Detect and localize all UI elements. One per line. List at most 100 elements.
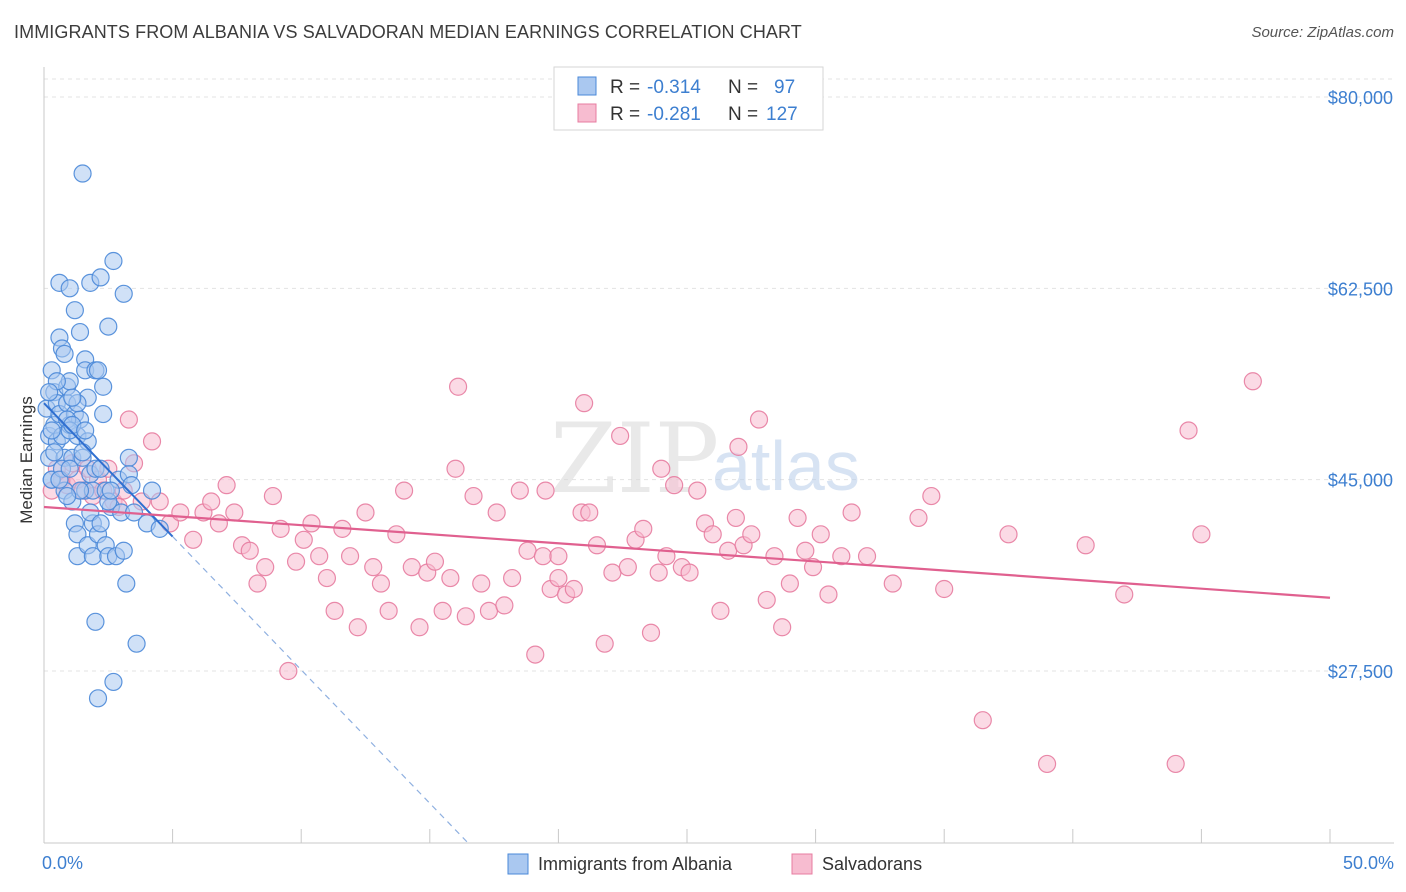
salvadorans-point [202,492,221,511]
salvadorans-point [726,508,745,528]
source-label: Source: ZipAtlas.com [1251,24,1394,41]
legend-n-value-1: 97 [774,77,795,98]
salvadorans-point [472,574,491,593]
salvadorans-point [909,508,928,528]
albania-point [73,164,92,183]
chart-title: IMMIGRANTS FROM ALBANIA VS SALVADORAN ME… [14,22,802,42]
albania-point [88,361,108,380]
salvadorans-point [119,410,138,429]
salvadorans-point [773,618,792,637]
salvadorans-point [325,601,344,620]
salvadorans-point [1076,536,1095,555]
salvadorans-point [518,541,537,560]
salvadorans-point [580,503,599,522]
y-tick-label: $80,000 [1328,88,1393,108]
albania-point [104,672,123,692]
salvadorans-point [433,601,452,620]
salvadorans-point [487,503,506,522]
salvadorans-point [641,623,661,642]
salvadorans-point [209,514,228,533]
salvadorans-point [464,486,483,506]
y-tick-label: $27,500 [1328,662,1393,682]
albania-point [91,459,110,478]
salvadorans-point [603,563,622,582]
salvadorans-trend-line [43,505,1331,599]
salvadorans-point [935,579,954,599]
salvadorans-point [780,574,799,593]
y-axis-label: Median Earnings [17,396,36,524]
salvadorans-point [649,563,668,582]
albania-point [76,421,95,440]
albania-point [40,383,59,402]
albania-point [63,388,82,407]
bottom-legend: Immigrants from Albania Salvadorans [507,853,922,875]
albania-point [122,476,141,495]
salvadorans-point [310,547,329,566]
salvadorans-point [1166,754,1185,774]
salvadorans-point [248,574,267,593]
albania-point [127,634,146,653]
albania-point [70,322,90,342]
salvadorans-point [387,525,406,544]
salvadorans-point [448,377,468,396]
salvadorans-point [402,558,421,577]
salvadorans-point [803,558,823,577]
salvadorans-point [171,503,190,522]
salvadorans-point [526,645,545,664]
salvadorans-point [510,481,529,500]
salvadorans-point [922,486,941,506]
salvadorans-point [796,541,815,560]
salvadorans-point [217,476,236,495]
salvadorans-point [611,426,630,446]
salvadorans-point [184,530,203,549]
y-tick-labels: $27,500 $45,000 $62,500 $80,000 [1328,88,1393,682]
albania-points [37,164,169,708]
salvadorans-point [618,558,637,577]
albania-point [91,268,110,287]
bottom-legend-swatch-salvadorans [791,853,813,875]
salvadorans-point [973,711,992,730]
albania-point [45,443,64,462]
salvadorans-point [549,568,568,588]
salvadorans-point [680,563,699,582]
salvadorans-point [665,476,684,495]
salvadorans-point [356,503,375,522]
salvadorans-point [999,525,1018,544]
salvadorans-point [1243,372,1262,391]
albania-point [94,377,113,396]
albania-point [73,443,92,462]
salvadorans-point [371,574,391,593]
salvadorans-point [294,530,313,549]
legend-r-label-2: R = [610,104,640,125]
salvadorans-point [533,547,553,566]
albania-point [114,541,133,560]
salvadorans-point [286,552,306,571]
salvadorans-point [742,525,761,544]
y-tick-label: $45,000 [1328,471,1393,491]
salvadorans-point [883,574,902,593]
salvadorans-point [1115,585,1134,604]
trend-lines [43,402,1331,844]
legend-swatch-salvadorans [577,103,597,123]
watermark-atlas: atlas [712,427,860,505]
salvadorans-point [225,503,244,522]
salvadorans-point [819,585,838,604]
salvadorans-point [340,547,360,566]
albania-point [104,251,123,271]
legend-n-label-2: N = [728,104,758,125]
albania-point [42,421,61,440]
salvadorans-point [857,547,877,566]
legend-n-label-1: N = [728,77,758,98]
salvadorans-point [765,547,784,566]
albania-point [65,301,84,320]
albania-point [94,404,113,424]
salvadorans-point [688,481,707,500]
salvadorans-point [832,547,851,566]
bottom-legend-salvadorans: Salvadorans [822,854,922,874]
salvadorans-point [652,459,671,478]
albania-point [88,689,108,708]
salvadorans-points [42,372,1262,774]
bottom-legend-swatch-albania [507,853,529,875]
albania-point [55,344,74,364]
albania-point [99,317,118,336]
